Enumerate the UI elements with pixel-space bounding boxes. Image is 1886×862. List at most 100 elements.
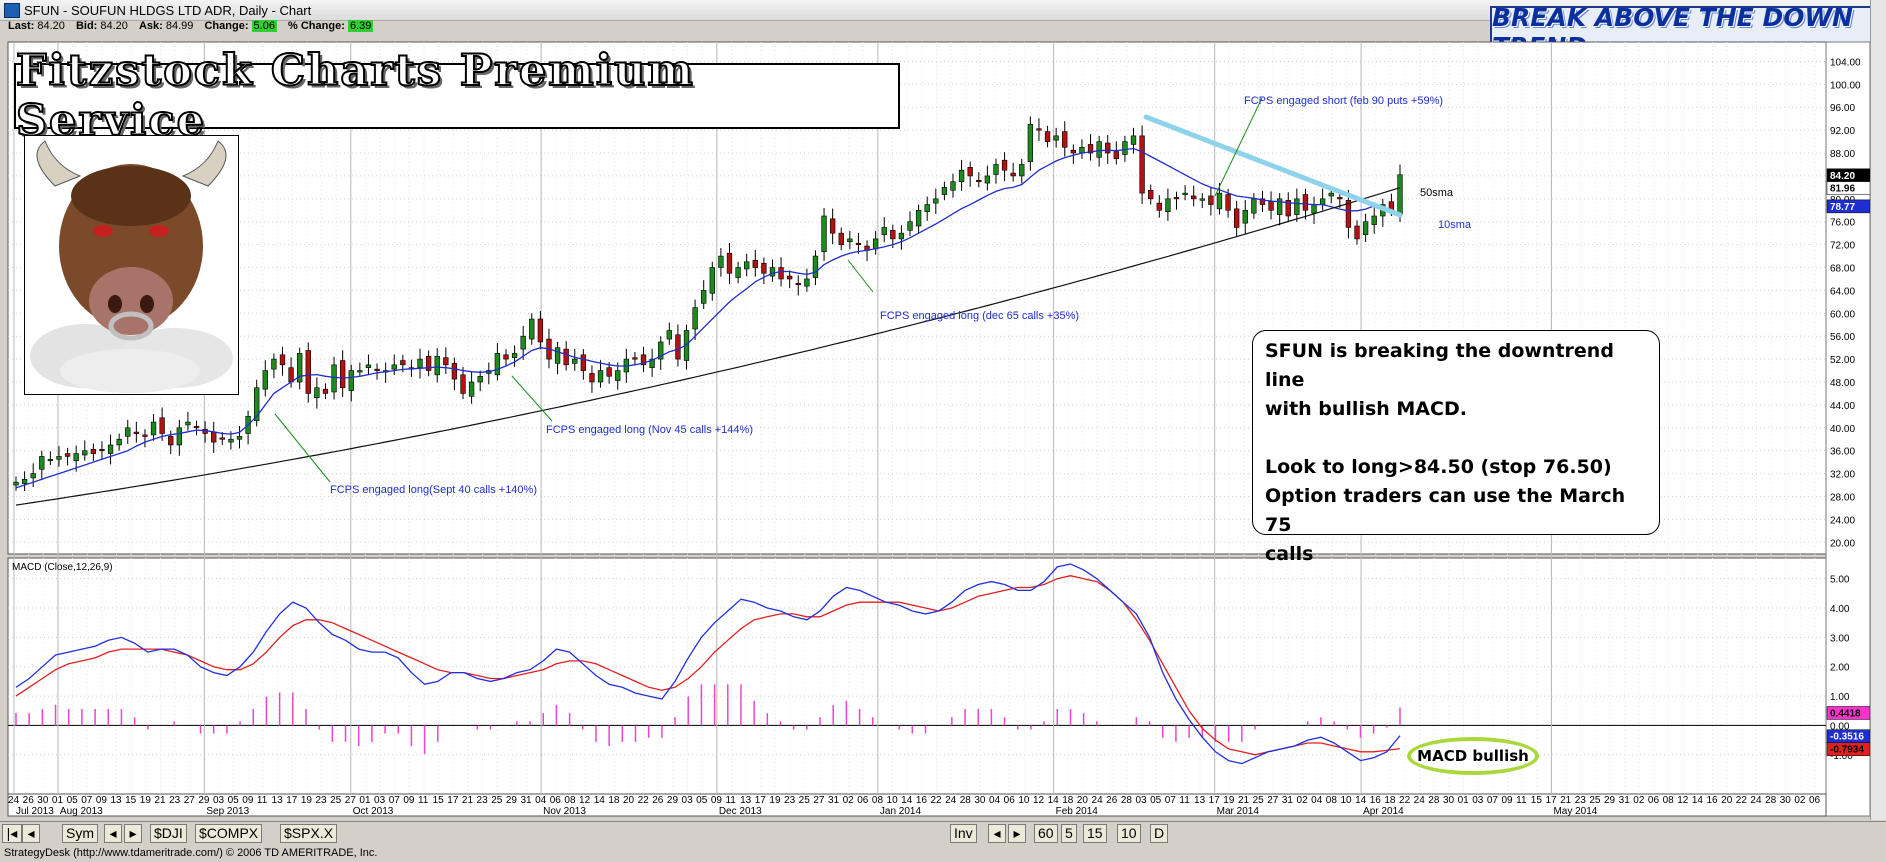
candle-body [701,290,707,304]
candle-body [1070,149,1077,154]
date-tick-label: 12 [1677,795,1689,806]
quote-change: Change: 5.06 [204,20,277,32]
date-tick-label: 30 [974,795,986,806]
date-tick-label: 14 [594,795,606,806]
candle-body [30,473,36,479]
quote-bid: Bid: 84.20 [75,20,128,32]
date-tick-label: 06 [550,795,562,806]
macd-signal-line [15,575,1401,756]
candle-body [1173,197,1180,200]
candle-body [1182,192,1188,195]
date-tick-label: 23 [477,795,489,806]
candle [176,419,182,456]
candle [443,347,449,374]
candle-body [1139,135,1145,194]
price-tick-label: 60.00 [1830,309,1855,320]
window-title: SFUN - SOUFUN HLDGS LTD ADR, Daily - Cha… [24,3,312,18]
candle-body [941,187,948,195]
period-10[interactable]: 10 [1117,824,1141,843]
date-tick-label: 22 [1736,795,1748,806]
date-tick-label: 30 [1780,795,1792,806]
candle-body [726,252,733,274]
period-15[interactable]: 15 [1083,824,1107,843]
candle [795,275,801,296]
date-tick-label: 07 [389,795,401,806]
candle [348,364,354,402]
period-5[interactable]: 5 [1061,824,1077,843]
date-tick-label: 17 [286,795,298,806]
candle [150,414,157,441]
price-tick-label: 40.00 [1830,424,1855,435]
candle-body [872,238,879,250]
price-tick-label: 68.00 [1830,264,1855,275]
candle [64,447,71,466]
date-tick-label: 11 [1179,795,1190,806]
candle-body [958,169,965,182]
sym-button[interactable]: Sym [62,824,98,843]
candle-body [890,230,896,240]
candle-body [1345,199,1352,228]
candle-body [142,434,148,437]
tab-dji[interactable]: $DJI [150,824,187,843]
candle [1010,162,1016,182]
macd-value-box [1826,706,1870,720]
date-tick-label: 10 [1340,795,1352,806]
date-tick-label: 28 [1765,795,1777,806]
month-label: Aug 2013 [60,806,103,817]
window-titlebar: SFUN - SOUFUN HLDGS LTD ADR, Daily - Cha… [0,0,1886,21]
tab-compx[interactable]: $COMPX [195,824,263,843]
candle [494,343,501,381]
candle [391,354,397,375]
date-tick-label: 17 [1545,795,1557,806]
scroll-first-icon[interactable]: |◂ [2,824,22,843]
candle-body [692,307,698,330]
candle [632,351,638,365]
candle [563,341,569,371]
candle [39,450,45,481]
right-toolbar-strip[interactable] [1870,0,1886,820]
date-tick-label: 17 [1209,795,1221,806]
candle-body [744,261,750,270]
candle [1148,184,1154,205]
candle-body [374,368,380,371]
candle-body [1001,159,1008,171]
candle-body [21,479,28,484]
date-tick-label: 31 [828,795,840,806]
note-line-1: SFUN is breaking the downtrend line [1265,340,1621,391]
quote-bar: Last: 84.20 Bid: 84.20 Ask: 84.99 Change… [0,20,1490,34]
candle-body [262,370,268,390]
bull-head-icon [30,140,233,393]
candle [1122,135,1128,162]
scroll-left-icon[interactable]: ◂ [22,824,40,843]
candle [468,371,475,404]
candle-body [787,275,793,280]
candle-body [494,353,501,376]
date-tick-label: 09 [1502,795,1514,806]
sma10-line [15,147,1375,489]
period-next-icon[interactable]: ▸ [1008,824,1026,843]
period-prev-icon[interactable]: ◂ [988,824,1006,843]
tab-spx[interactable]: $SPX.X [280,824,338,843]
date-tick-label: 14 [1692,795,1704,806]
period-daily[interactable]: D [1150,824,1169,843]
candle [812,250,819,285]
tab-next-icon[interactable]: ▸ [124,824,142,843]
date-tick-label: 19 [140,795,152,806]
candle-body [933,198,939,204]
candle-body [1010,172,1016,177]
date-tick-label: 24 [1414,795,1426,806]
inv-button[interactable]: Inv [950,824,977,843]
period-60[interactable]: 60 [1034,824,1058,843]
annotation-pointer [511,375,553,422]
macd-value-label: -0.3516 [1830,732,1864,743]
candle-body [993,164,999,175]
analysis-note: SFUN is breaking the downtrend line with… [1252,330,1660,565]
annotation-pointer [847,259,874,293]
tab-prev-icon[interactable]: ◂ [104,824,122,843]
brand-text: Fitzstock Charts Premium Service [15,45,695,147]
date-tick-label: 31 [1619,795,1631,806]
month-label: Oct 2013 [353,806,394,817]
date-tick-label: 11 [418,795,429,806]
candle-body [460,374,466,394]
candle-body [898,232,905,240]
